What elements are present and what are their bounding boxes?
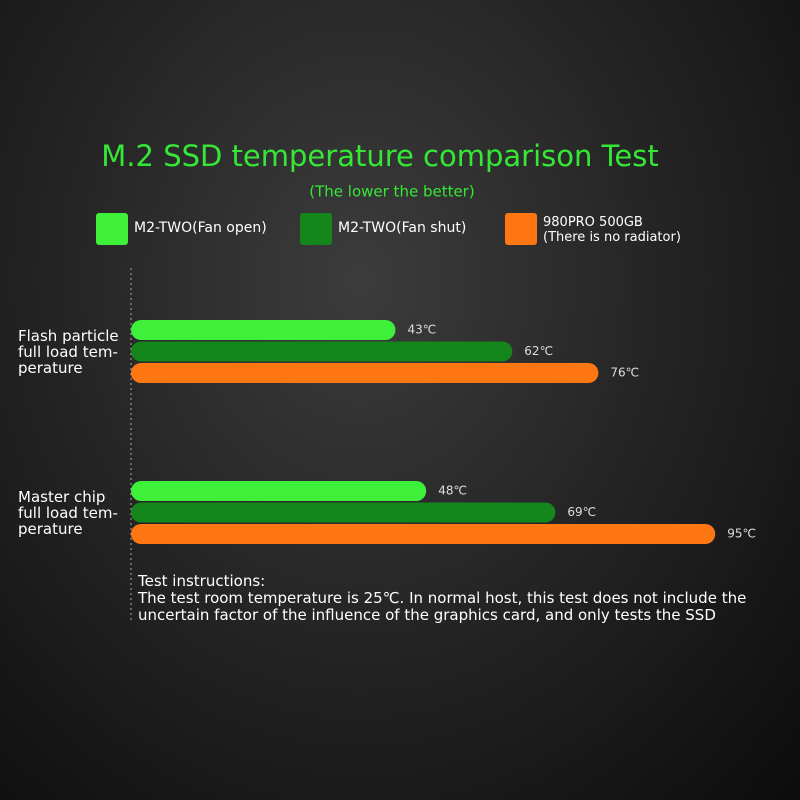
legend-label: M2-TWO(Fan open): [134, 220, 267, 236]
category-label: Master chip full load tem- perature: [18, 488, 118, 538]
legend-label: M2-TWO(Fan shut): [338, 220, 467, 236]
legend-swatch: [300, 213, 332, 245]
value-label: 43℃: [407, 323, 436, 337]
note-text: The test room temperature is 25℃. In nor…: [138, 589, 747, 624]
bar: [131, 341, 513, 362]
legend-swatch: [96, 213, 128, 245]
note-heading: Test instructions:: [138, 572, 266, 590]
bar: [131, 363, 599, 383]
value-label: 69℃: [567, 505, 596, 519]
category-label: Flash particle full load tem- perature: [18, 327, 119, 377]
bar: [131, 524, 716, 544]
bar: [131, 320, 396, 340]
value-label: 95℃: [727, 527, 756, 541]
chart-subtitle: (The lower the better): [309, 183, 474, 201]
value-label: 48℃: [438, 484, 467, 498]
legend-swatch: [505, 213, 537, 245]
value-label: 76℃: [610, 366, 639, 380]
chart-title: M.2 SSD temperature comparison Test: [101, 139, 658, 173]
bar: [131, 481, 427, 501]
legend-label: 980PRO 500GB (There is no radiator): [543, 215, 681, 245]
value-label: 62℃: [524, 344, 553, 358]
bar: [131, 502, 556, 523]
